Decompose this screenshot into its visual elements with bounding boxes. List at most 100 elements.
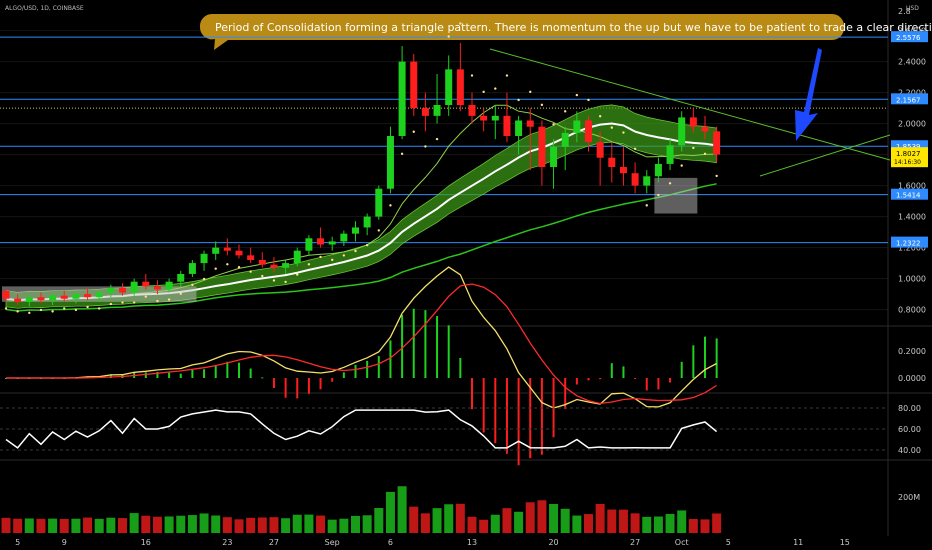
macd-bar-40 xyxy=(471,378,473,410)
macd-tick-0: 0.2000 xyxy=(898,347,926,356)
sar-dot-30 xyxy=(354,249,357,253)
candle-body-39 xyxy=(456,69,464,105)
volume-bar-27 xyxy=(316,515,326,533)
candle-body-26 xyxy=(305,238,313,251)
volume-bar-41 xyxy=(479,519,489,533)
volume-bar-1 xyxy=(13,518,23,533)
macd-bar-58 xyxy=(680,361,683,378)
sar-dot-9 xyxy=(109,302,113,306)
sar-dot-37 xyxy=(435,137,439,141)
parabolic-sar xyxy=(4,22,718,315)
sar-dot-45 xyxy=(529,90,532,94)
sar-dot-49 xyxy=(575,93,579,97)
volume-bar-39 xyxy=(455,503,465,533)
sar-dot-53 xyxy=(622,131,625,134)
volume-bar-59 xyxy=(688,519,698,533)
candle-body-56 xyxy=(654,163,662,177)
sar-dot-27 xyxy=(319,255,322,259)
candle-body-22 xyxy=(258,260,266,265)
macd-bar-50 xyxy=(587,378,590,381)
candle-body-47 xyxy=(550,146,558,167)
volume-bar-44 xyxy=(514,511,524,533)
sar-dot-61 xyxy=(715,174,718,178)
volume-bar-25 xyxy=(292,514,302,533)
macd-bar-49 xyxy=(575,378,578,385)
volume-bar-61 xyxy=(712,513,722,533)
macd-bar-34 xyxy=(401,314,404,378)
symbol-title: ALGO/USD, 1D, COINBASE xyxy=(5,5,84,12)
volume-bar-18 xyxy=(211,515,221,533)
volume-panel: 200M xyxy=(1,486,920,533)
volume-bar-17 xyxy=(199,513,209,533)
sar-dot-41 xyxy=(482,90,485,94)
candle-body-7 xyxy=(84,294,92,298)
macd-bar-32 xyxy=(377,356,380,378)
last-price-countdown: 14:16:30 xyxy=(894,159,921,166)
macd-bar-38 xyxy=(447,325,450,378)
candle-body-3 xyxy=(37,297,45,301)
sar-dot-28 xyxy=(331,258,334,262)
macd-bar-46 xyxy=(540,378,543,455)
date-tick-9: 27 xyxy=(630,538,640,547)
candle-body-25 xyxy=(293,250,301,264)
candle-body-44 xyxy=(515,120,523,136)
candle-body-5 xyxy=(60,295,68,299)
macd-bar-48 xyxy=(564,378,567,410)
candle-body-30 xyxy=(352,227,359,234)
macd-bar-30 xyxy=(354,364,357,378)
price-tick-2: 2.2000 xyxy=(898,89,926,98)
sar-dot-7 xyxy=(86,305,89,309)
macd-bar-31 xyxy=(366,360,369,378)
sar-dot-2 xyxy=(28,311,31,315)
volume-bar-5 xyxy=(59,518,69,533)
macd-bar-28 xyxy=(331,378,334,382)
date-tick-8: 20 xyxy=(548,538,558,547)
sar-dot-48 xyxy=(564,110,567,113)
sar-dot-12 xyxy=(144,295,147,298)
sar-dot-19 xyxy=(226,263,229,266)
candle-body-11 xyxy=(130,281,138,293)
candle-body-38 xyxy=(445,69,453,105)
axis-top-label: 2.8 xyxy=(898,7,911,16)
triangle-lower-line xyxy=(759,134,891,177)
candle-body-9 xyxy=(107,287,115,293)
sar-dot-55 xyxy=(645,204,648,207)
volume-bar-34 xyxy=(397,486,407,533)
volume-bar-33 xyxy=(385,491,395,533)
macd-bar-52 xyxy=(610,363,613,378)
macd-line xyxy=(6,266,717,409)
candle-body-24 xyxy=(282,263,290,268)
volume-bar-0 xyxy=(1,517,11,533)
volume-bar-45 xyxy=(525,502,535,533)
macd-bar-27 xyxy=(319,378,322,390)
volume-bar-12 xyxy=(141,515,151,533)
volume-bar-28 xyxy=(327,519,337,533)
sar-dot-60 xyxy=(703,152,707,156)
sar-dot-56 xyxy=(657,193,660,197)
candle-body-18 xyxy=(212,247,220,254)
sar-dot-0 xyxy=(4,307,8,310)
sar-dot-25 xyxy=(296,273,299,276)
triangle-lines xyxy=(489,48,891,177)
macd-bar-36 xyxy=(424,310,427,378)
volume-bar-55 xyxy=(642,516,652,533)
candle-body-41 xyxy=(480,115,488,121)
candle-body-28 xyxy=(328,241,336,245)
grid xyxy=(0,0,932,536)
volume-bar-54 xyxy=(630,513,640,533)
volume-bar-47 xyxy=(549,503,559,533)
annotation-bubble: Period of Consolidation forming a triang… xyxy=(199,13,932,51)
sar-dot-11 xyxy=(132,301,136,304)
price-tick-5: 1.6000 xyxy=(898,182,926,191)
macd-bar-14 xyxy=(168,372,171,378)
candle-body-40 xyxy=(468,105,476,116)
candle-body-45 xyxy=(526,120,534,127)
candle-body-29 xyxy=(340,233,348,242)
level-badge-label-4: 1.2322 xyxy=(896,240,921,248)
level-badge-label-1: 2.1567 xyxy=(896,96,921,104)
candle-body-50 xyxy=(585,120,592,143)
macd-bar-55 xyxy=(645,378,648,391)
annotation-shape xyxy=(199,13,844,51)
